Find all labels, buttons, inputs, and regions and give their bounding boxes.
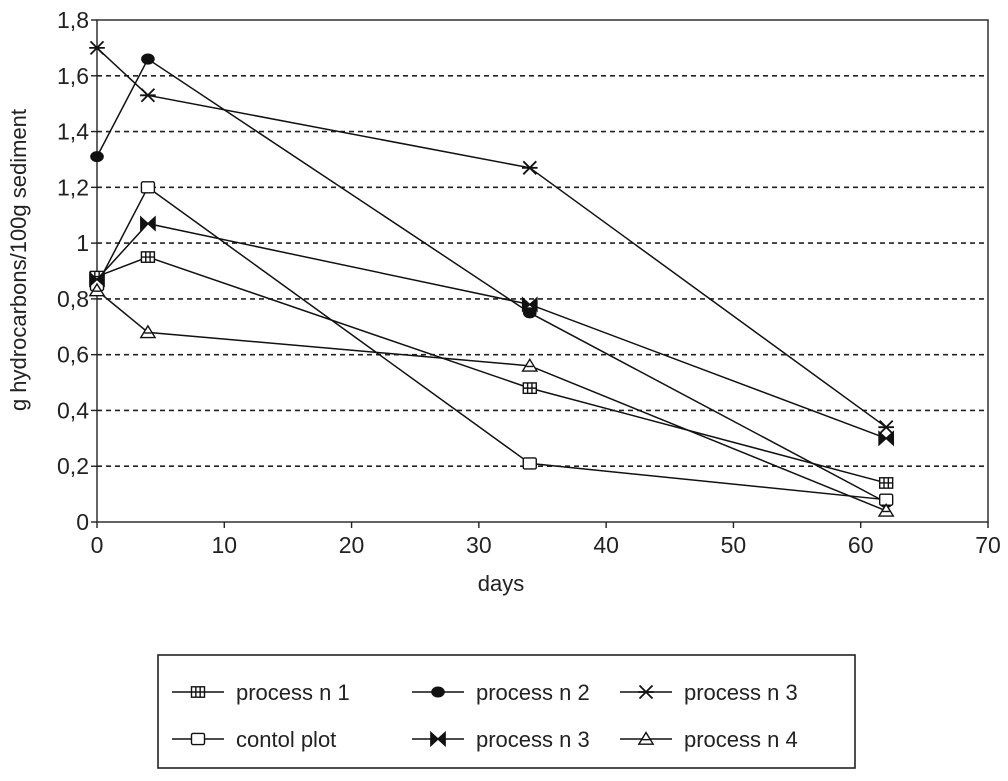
y-tick-label: 0,2 xyxy=(57,453,89,479)
series-line xyxy=(96,186,887,501)
grid-lines xyxy=(97,74,988,468)
series-line xyxy=(96,256,887,484)
legend-box xyxy=(157,654,856,769)
legend-marker xyxy=(190,686,206,698)
legend-label: process n 3 xyxy=(476,727,590,752)
data-point xyxy=(89,271,105,288)
legend-marker xyxy=(190,732,206,746)
series-1 xyxy=(89,251,894,489)
data-point xyxy=(878,420,894,435)
data-point xyxy=(88,282,106,297)
x-tick-label: 30 xyxy=(466,532,492,558)
x-axis-title: days xyxy=(478,571,524,596)
marker-grid xyxy=(879,477,893,489)
marker-triangle xyxy=(139,324,157,339)
legend-label: process n 1 xyxy=(236,680,350,705)
marker-triangle xyxy=(521,357,539,372)
data-point xyxy=(89,40,105,56)
legend-marker xyxy=(431,686,445,698)
y-tick-label: 0,8 xyxy=(57,286,89,312)
legend-item: process n 3 xyxy=(412,727,590,752)
y-axis-title: g hydrocarbons/100g sediment xyxy=(6,109,31,411)
y-tick-label: 1 xyxy=(76,230,89,256)
legend-marker xyxy=(638,684,654,700)
y-tick-label: 1,2 xyxy=(57,174,89,200)
y-tick-label: 1,4 xyxy=(57,119,89,145)
axes xyxy=(91,19,989,528)
legend-marker xyxy=(430,730,446,748)
x-tick-label: 50 xyxy=(721,532,747,558)
x-tick-label: 60 xyxy=(848,532,874,558)
legend-item: process n 2 xyxy=(412,680,590,705)
series-2 xyxy=(90,53,893,509)
data-point xyxy=(877,503,895,517)
data-point xyxy=(140,88,156,103)
legend-label: process n 2 xyxy=(476,680,590,705)
data-point xyxy=(140,251,156,263)
series-line xyxy=(96,57,887,504)
marker-grid xyxy=(141,251,155,263)
series-lines xyxy=(88,40,895,517)
legend-item: contol plot xyxy=(172,727,336,752)
legend-label: contol plot xyxy=(236,727,336,752)
data-point xyxy=(521,296,538,313)
series-3 xyxy=(89,40,894,435)
data-point xyxy=(522,382,537,395)
data-point xyxy=(522,307,537,319)
series-6 xyxy=(88,282,895,517)
data-point xyxy=(140,215,156,232)
data-point xyxy=(878,430,895,447)
marker-grid xyxy=(191,686,205,698)
data-point xyxy=(521,357,539,372)
x-tick-label: 10 xyxy=(211,532,237,558)
legend-marker xyxy=(637,731,655,745)
legend: process n 1 process n 2 process n 3 contol … xyxy=(157,654,856,769)
legend-item: process n 1 xyxy=(172,680,350,705)
marker-grid xyxy=(523,382,537,394)
data-point xyxy=(878,477,894,489)
data-point xyxy=(90,151,104,163)
data-point xyxy=(139,324,157,339)
marker-triangle xyxy=(877,503,895,517)
y-tick-label: 1,6 xyxy=(57,63,89,89)
series-line xyxy=(96,289,887,512)
x-tick-label: 70 xyxy=(975,532,1001,558)
data-point xyxy=(141,53,155,65)
series-5 xyxy=(89,215,895,447)
y-tick-label: 0,6 xyxy=(57,342,89,368)
legend-label: process n 3 xyxy=(684,680,798,705)
x-tick-label: 40 xyxy=(593,532,619,558)
plot-border xyxy=(96,19,989,523)
x-tick-label: 0 xyxy=(91,532,104,558)
marker-triangle xyxy=(637,731,655,745)
data-point xyxy=(522,457,537,470)
marker-triangle xyxy=(88,282,106,297)
legend-label: process n 4 xyxy=(684,727,798,752)
data-point xyxy=(521,160,538,175)
legend-item: process n 4 xyxy=(620,727,798,752)
data-point xyxy=(140,181,156,194)
y-tick-label: 1,8 xyxy=(57,7,89,33)
y-tick-label: 0,4 xyxy=(57,397,89,423)
tick-labels: 0 0,2 0,4 0,6 0,8 1 1,2 1,4 1,6 1,8 0 10 20 30 40 50 60 7… xyxy=(57,7,1001,558)
legend-item: process n 3 xyxy=(620,680,798,705)
x-tick-label: 20 xyxy=(339,532,365,558)
series-line xyxy=(96,47,887,428)
series-line xyxy=(96,222,887,440)
y-tick-label: 0 xyxy=(76,509,89,535)
